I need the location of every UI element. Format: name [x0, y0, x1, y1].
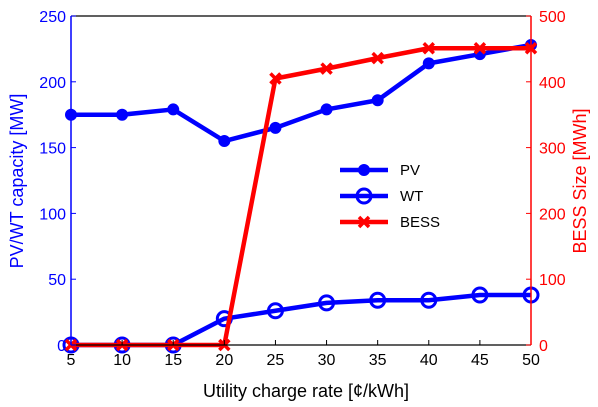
x-tick-label: 20 — [215, 352, 233, 369]
legend-swatch-marker — [357, 215, 371, 229]
left-tick-label: 150 — [39, 141, 66, 158]
series-pv-point — [116, 108, 129, 121]
left-axis-title: PV/WT capacity [MW] — [7, 94, 27, 269]
right-tick-label: 400 — [539, 75, 566, 92]
series-pv-point — [218, 135, 231, 148]
series-bess-point — [371, 51, 384, 65]
series-pv-point — [422, 57, 435, 70]
right-tick-label: 500 — [539, 9, 566, 26]
x-tick-label: 50 — [522, 352, 540, 369]
series-wt-point — [471, 286, 489, 304]
legend-swatch-marker — [358, 164, 370, 176]
series-pv-point — [320, 103, 333, 116]
x-marker-stroke — [371, 51, 384, 65]
series-pv-point — [269, 121, 282, 134]
plot-background — [71, 16, 531, 345]
legend-label-pv: PV — [400, 162, 420, 179]
x-marker-stroke — [269, 72, 282, 85]
x-marker-stroke — [473, 42, 487, 55]
series-wt-point — [266, 302, 284, 320]
series-wt-point — [369, 291, 387, 309]
x-marker-stroke — [320, 62, 333, 75]
x-tick-label: 5 — [67, 352, 76, 369]
series-wt-point — [420, 291, 438, 309]
axes-layer: 5 10 15 20 25 30 35 40 45 50050100150200250010020… — [39, 9, 566, 369]
series-wt-point — [318, 294, 336, 312]
x-tick-label: 45 — [471, 352, 489, 369]
series-bess-point — [320, 62, 333, 75]
x-tick-label: 15 — [164, 352, 182, 369]
right-tick-label: 200 — [539, 206, 566, 223]
left-tick-label: 200 — [39, 75, 66, 92]
right-tick-label: 300 — [539, 141, 566, 158]
x-tick-label: 40 — [420, 352, 438, 369]
series-pv-line — [71, 42, 532, 144]
legend-item-bess: BESS — [340, 214, 440, 231]
legend-item-wt: WT — [340, 187, 423, 205]
x-tick-label: 35 — [369, 352, 387, 369]
legend-label-bess: BESS — [400, 214, 440, 231]
left-tick-label: 100 — [39, 206, 66, 223]
left-tick-label: 0 — [57, 338, 66, 355]
left-tick-label: 50 — [48, 272, 66, 289]
x-axis-title: Utility charge rate [¢/kWh] — [203, 381, 409, 401]
series-pv-point — [371, 94, 384, 107]
series-bess-point — [473, 42, 487, 55]
x-marker-stroke — [357, 215, 371, 229]
x-marker-stroke — [422, 42, 436, 55]
right-tick-label: 0 — [539, 338, 548, 355]
series-bess-point — [422, 42, 436, 55]
right-tick-label: 100 — [539, 272, 566, 289]
x-tick-label: 10 — [113, 352, 131, 369]
x-tick-label: 25 — [267, 352, 285, 369]
series-pv-point — [167, 103, 180, 116]
legend-label-wt: WT — [400, 188, 423, 205]
legend-item-pv: PV — [340, 162, 420, 179]
right-axis-title: BESS Size [MWh] — [570, 108, 590, 253]
series-bess-point — [269, 72, 282, 85]
x-tick-label: 30 — [318, 352, 336, 369]
legend-swatch-marker — [355, 187, 373, 205]
legend: PV WT BESS — [340, 162, 440, 231]
left-tick-label: 250 — [39, 9, 66, 26]
plot-area — [71, 16, 531, 345]
